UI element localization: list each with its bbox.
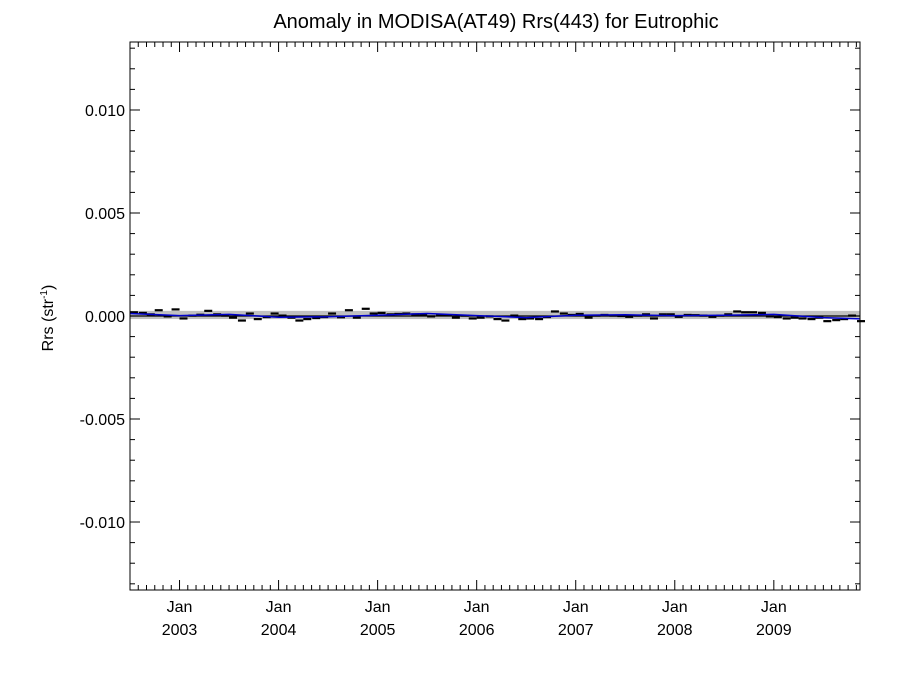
x-tick-label-year: 2008 <box>657 622 693 639</box>
x-tick-label: Jan <box>464 599 490 616</box>
uncertainty-band <box>130 310 860 320</box>
x-tick-label-year: 2009 <box>756 622 792 639</box>
y-axis-label-superscript: -1 <box>39 290 50 299</box>
x-tick-label-year: 2004 <box>261 622 297 639</box>
x-tick-label: Jan <box>761 599 787 616</box>
x-tick-label: Jan <box>266 599 292 616</box>
y-axis-label-close: ) <box>40 285 57 290</box>
x-tick-label: Jan <box>365 599 391 616</box>
y-tick-label: 0.000 <box>85 309 125 326</box>
plot-area <box>129 307 865 323</box>
x-tick-label-year: 2007 <box>558 622 594 639</box>
x-tick-label-year: 2003 <box>162 622 198 639</box>
y-tick-label: 0.010 <box>85 103 125 120</box>
x-tick-label: Jan <box>167 599 193 616</box>
axes: 0.010 0.005 0.000 -0.005 -0.010 Jan 2003 Jan 200… <box>80 41 861 639</box>
chart-title: Anomaly in MODISA(AT49) Rrs(443) for Eut… <box>273 11 718 33</box>
x-tick-label-year: 2005 <box>360 622 396 639</box>
trend-line <box>129 312 861 320</box>
y-tick-label: -0.005 <box>80 412 125 429</box>
y-tick-label: -0.010 <box>80 515 125 532</box>
y-tick-label: 0.005 <box>85 206 125 223</box>
x-tick-label: Jan <box>563 599 589 616</box>
x-tick-label: Jan <box>662 599 688 616</box>
y-axis-label-main: Rrs (str <box>40 298 57 351</box>
y-axis-label: Rrs (str-1) <box>39 285 57 352</box>
x-tick-label-year: 2006 <box>459 622 495 639</box>
